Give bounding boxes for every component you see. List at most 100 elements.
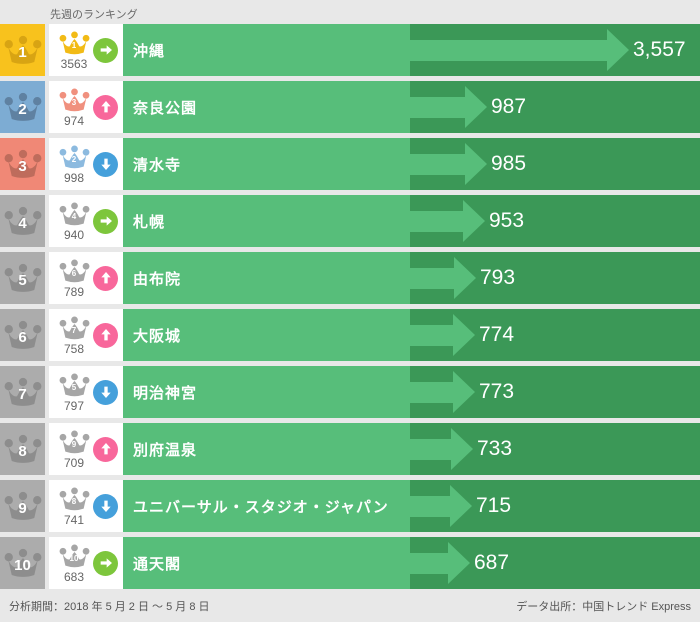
trend-down-icon (93, 379, 118, 405)
value-bar-arrowhead (450, 485, 472, 527)
crown-icon (4, 377, 41, 406)
value-bar-arrowhead (454, 257, 476, 299)
rank-badge: 8 (0, 423, 45, 475)
previous-week-cell: 9 709 (49, 423, 123, 475)
prev-week-value: 683 (63, 569, 85, 584)
value-label: 3,557 (633, 38, 686, 61)
trend-up-icon (93, 322, 118, 348)
rank-number: 6 (18, 329, 27, 346)
prev-rank-group: 5 797 (56, 372, 92, 412)
rank-number: 1 (18, 44, 27, 61)
prev-week-value: 3563 (60, 56, 88, 71)
value-label: 985 (491, 152, 527, 175)
destination-name: 別府温泉 (133, 441, 198, 459)
previous-week-cell: 1 3563 (49, 24, 123, 76)
rank-number: 4 (18, 215, 27, 232)
prev-rank-number: 9 (71, 439, 77, 449)
prev-week-value: 758 (63, 341, 85, 356)
chart-header: 先週のランキング (0, 0, 700, 24)
rank-number: 9 (18, 500, 27, 517)
value-bar-shaft (410, 324, 453, 346)
ranking-row: 6 7 758 大阪城 (0, 309, 700, 361)
value-bar-arrowhead (463, 200, 485, 242)
ranking-row: 4 4 940 札幌 (0, 195, 700, 247)
prev-week-value: 998 (63, 170, 85, 185)
prev-rank-group: 4 940 (56, 201, 92, 242)
rank-number: 10 (14, 557, 31, 574)
value-label: 987 (491, 95, 527, 118)
chart-footer: 分析期間：2018 年 5 月 2 日 ～ 5 月 8 日 データ出所：中国トレ… (0, 589, 700, 622)
prev-rank-group: 3 974 (56, 87, 92, 127)
trend-arrow-glyph (100, 329, 111, 341)
rank-number: 2 (18, 101, 27, 118)
prev-rank-number: 6 (71, 268, 77, 278)
value-bar-track: 987 (410, 81, 700, 133)
destination-name: 清水寺 (133, 156, 182, 174)
value-bar-shaft (410, 267, 454, 289)
trend-same-icon (93, 37, 118, 63)
trend-same-icon (93, 550, 118, 576)
destination-name-bar: ユニバーサル・スタジオ・ジャパン (123, 480, 410, 532)
prev-rank-group: 7 758 (56, 315, 92, 356)
value-bar-track: 953 (410, 195, 700, 247)
destination-name: 由布院 (133, 270, 182, 288)
prev-rank-number: 7 (71, 325, 77, 335)
prev-rank-group: 10 683 (56, 543, 92, 584)
trend-arrow-glyph (100, 45, 112, 55)
rank-badge: 7 (0, 366, 45, 418)
trend-arrow-glyph (100, 101, 111, 113)
destination-name-bar: 由布院 (123, 252, 410, 304)
prev-rank-crown-icon (59, 486, 89, 510)
value-label: 793 (480, 266, 516, 289)
trend-arrow-glyph (100, 216, 112, 226)
prev-rank-group: 1 3563 (56, 30, 92, 71)
previous-week-cell: 5 797 (49, 366, 123, 418)
trend-arrow-glyph (100, 558, 112, 568)
previous-week-cell: 2 998 (49, 138, 123, 190)
prev-week-value: 940 (63, 227, 85, 242)
rank-number: 5 (18, 272, 27, 289)
destination-name: 札幌 (133, 213, 166, 231)
ranking-row: 2 3 974 奈良公園 (0, 81, 700, 133)
value-bar-track: 715 (410, 480, 700, 532)
crown-icon (4, 35, 41, 64)
crown-icon (4, 206, 41, 235)
value-bar-shaft (410, 210, 463, 232)
value-bar-track: 733 (410, 423, 700, 475)
prev-rank-group: 9 709 (56, 429, 92, 470)
rank-badge: 1 (0, 24, 45, 76)
trend-arrow-glyph (100, 500, 111, 512)
prev-week-ranking-label: 先週のランキング (50, 9, 138, 21)
previous-week-cell: 4 940 (49, 195, 123, 247)
prev-rank-number: 1 (71, 40, 77, 50)
crown-icon (4, 491, 41, 520)
trend-arrow-glyph (100, 158, 111, 170)
prev-rank-crown-icon (59, 429, 89, 453)
value-bar-shaft (410, 381, 453, 403)
destination-name: 通天閣 (133, 555, 182, 573)
ranking-row: 8 9 709 別府温泉 (0, 423, 700, 475)
rank-number: 8 (18, 443, 27, 460)
ranking-row: 5 6 789 由布院 (0, 252, 700, 304)
prev-rank-crown-icon (59, 315, 89, 339)
value-bar-arrowhead (465, 86, 487, 128)
prev-week-value: 709 (63, 455, 85, 470)
crown-icon (4, 149, 41, 178)
value-bar-shaft (410, 153, 465, 175)
crown-icon (4, 92, 41, 121)
prev-rank-crown-icon (59, 543, 89, 567)
trend-arrow-glyph (100, 386, 111, 398)
destination-name-bar: 大阪城 (123, 309, 410, 361)
value-label: 715 (476, 494, 512, 517)
data-source-label: データ出所：中国トレンド Express (516, 600, 691, 613)
rank-badge: 2 (0, 81, 45, 133)
prev-rank-crown-icon (59, 30, 89, 54)
value-label: 733 (477, 437, 513, 460)
destination-name-bar: 札幌 (123, 195, 410, 247)
ranking-row: 3 2 998 清水寺 (0, 138, 700, 190)
prev-rank-number: 2 (71, 154, 77, 164)
value-bar-track: 3,557 (410, 24, 700, 76)
value-label: 773 (479, 380, 515, 403)
previous-week-cell: 7 758 (49, 309, 123, 361)
